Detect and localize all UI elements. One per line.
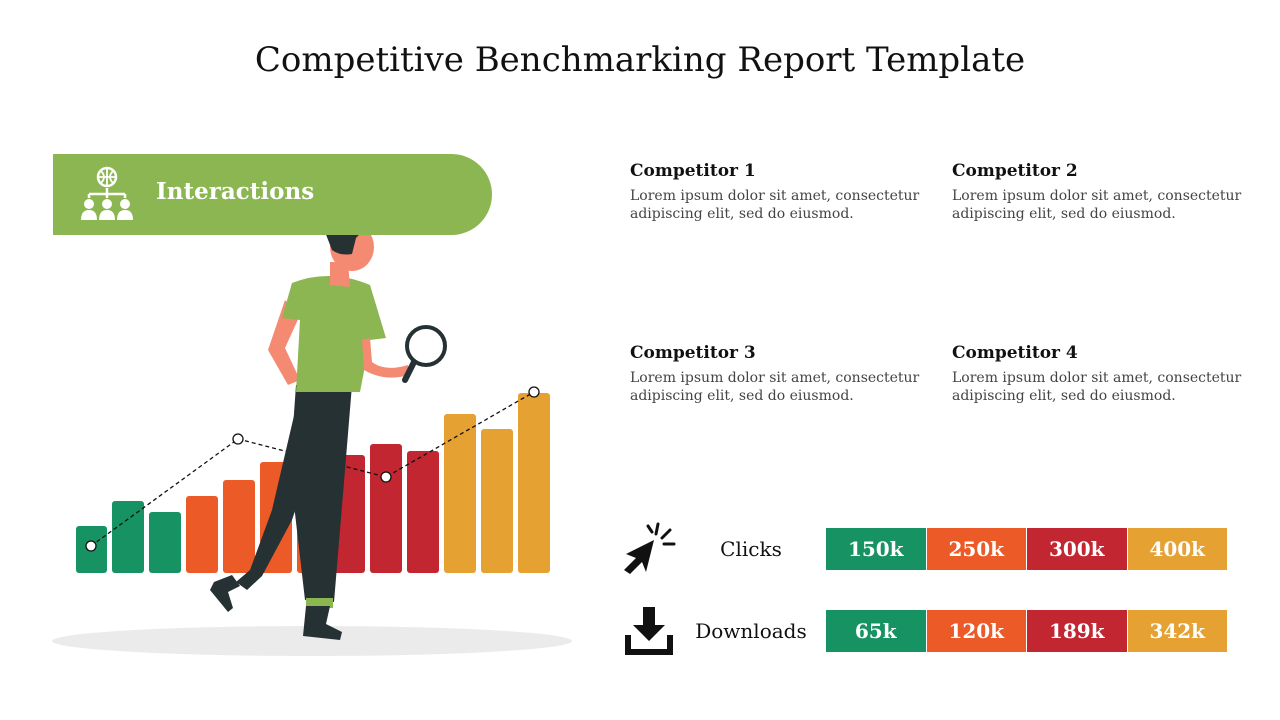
competitor-title: Competitor 3 xyxy=(630,343,756,363)
value-cell: 250k xyxy=(926,528,1027,570)
metric-label-clicks: Clicks xyxy=(720,537,782,561)
value-cell: 300k xyxy=(1027,528,1128,570)
competitor-1: Competitor 1 Lorem ipsum dolor sit amet,… xyxy=(630,161,920,223)
competitor-description: Lorem ipsum dolor sit amet, consectetur … xyxy=(630,188,920,222)
interactions-banner: Interactions xyxy=(53,154,492,235)
value-cell: 342k xyxy=(1127,610,1227,652)
competitor-title: Competitor 2 xyxy=(952,161,1078,181)
competitor-title: Competitor 1 xyxy=(630,161,756,181)
clicks-values: 150k 250k 300k 400k xyxy=(826,528,1227,570)
person-figure xyxy=(210,214,447,640)
competitor-4: Competitor 4 Lorem ipsum dolor sit amet,… xyxy=(952,343,1242,405)
download-icon xyxy=(623,605,675,661)
downloads-values: 65k 120k 189k 342k xyxy=(826,610,1227,652)
value-cell: 65k xyxy=(826,610,927,652)
benchmark-illustration xyxy=(52,214,572,656)
value-cell: 150k xyxy=(826,528,927,570)
value-cell: 120k xyxy=(926,610,1027,652)
competitor-description: Lorem ipsum dolor sit amet, consectetur … xyxy=(952,370,1242,404)
value-cell: 400k xyxy=(1127,528,1227,570)
competitor-description: Lorem ipsum dolor sit amet, consectetur … xyxy=(630,370,920,404)
competitor-title: Competitor 4 xyxy=(952,343,1078,363)
page-title: Competitive Benchmarking Report Template xyxy=(254,40,1026,80)
cursor-click-icon xyxy=(622,522,678,580)
metric-label-downloads: Downloads xyxy=(695,619,807,643)
competitor-description: Lorem ipsum dolor sit amet, consectetur … xyxy=(952,188,1242,222)
value-cell: 189k xyxy=(1027,610,1128,652)
banner-label: Interactions xyxy=(156,178,315,205)
competitor-3: Competitor 3 Lorem ipsum dolor sit amet,… xyxy=(630,343,920,405)
network-people-icon xyxy=(79,166,135,226)
competitor-2: Competitor 2 Lorem ipsum dolor sit amet,… xyxy=(952,161,1242,223)
